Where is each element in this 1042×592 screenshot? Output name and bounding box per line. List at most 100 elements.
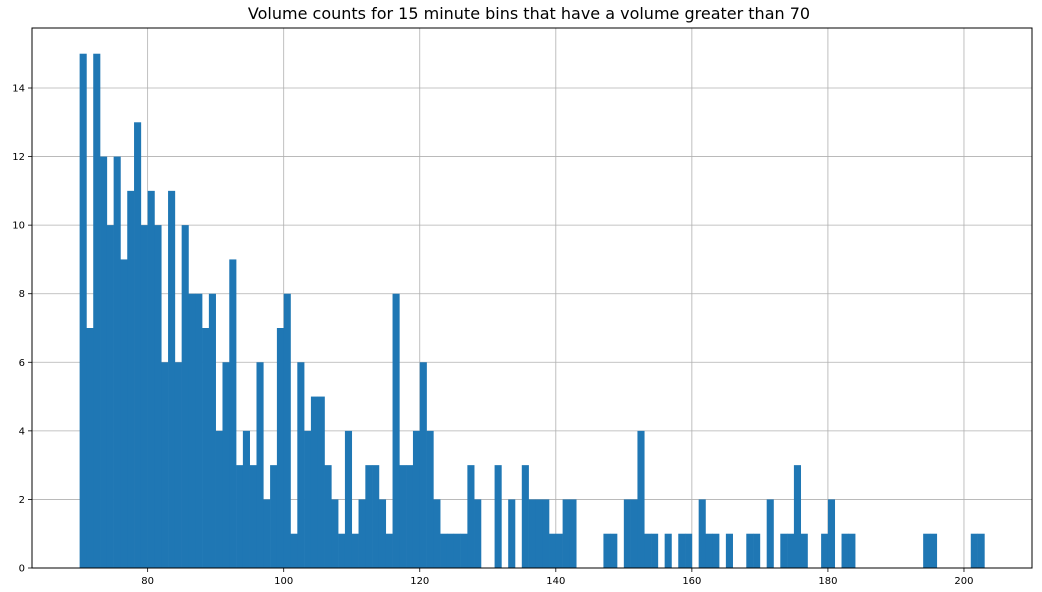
histogram-bar	[331, 499, 339, 568]
x-tick-label: 180	[818, 576, 837, 587]
histogram-bar	[630, 499, 638, 568]
x-tick-label: 80	[141, 576, 154, 587]
plot-frame	[31, 27, 1033, 569]
histogram-bar	[821, 533, 829, 568]
histogram-bar	[970, 533, 978, 568]
histogram-bar	[290, 533, 298, 568]
histogram-bar	[562, 499, 570, 568]
histogram-bars	[79, 53, 985, 569]
histogram-bar	[310, 396, 319, 568]
histogram-bar	[344, 430, 353, 568]
histogram-bar	[651, 533, 659, 568]
histogram-bar	[508, 499, 516, 568]
histogram-bar	[841, 533, 849, 568]
y-axis-ticks: 0 2 4 6 8 10 12 14	[12, 84, 32, 575]
histogram-bar	[678, 533, 686, 568]
histogram-bar	[637, 430, 645, 568]
histogram-bar	[766, 499, 774, 568]
histogram-bar	[113, 156, 121, 569]
histogram-bar	[725, 533, 733, 568]
histogram-bar	[603, 533, 611, 568]
histogram-bar	[460, 533, 468, 568]
y-tick-label: 10	[12, 221, 25, 232]
histogram-bar	[392, 293, 400, 568]
histogram-bar	[161, 362, 169, 568]
histogram-bar	[440, 533, 448, 568]
y-tick-label: 6	[19, 358, 25, 369]
histogram-bar	[787, 533, 795, 568]
histogram-bar	[215, 430, 223, 568]
histogram-bar	[467, 465, 475, 568]
histogram-bar	[236, 465, 244, 568]
histogram-bar	[521, 465, 529, 568]
histogram-bar	[188, 293, 196, 568]
x-tick-label: 100	[274, 576, 293, 587]
chart-title: Volume counts for 15 minute bins that ha…	[248, 4, 810, 23]
histogram-bar	[208, 293, 216, 568]
histogram-bar	[324, 465, 332, 568]
histogram-bar	[664, 533, 672, 568]
histogram-bar	[106, 225, 114, 568]
histogram-bar	[249, 465, 257, 568]
histogram-bar	[555, 533, 563, 568]
histogram-bar	[283, 293, 291, 568]
histogram-bar	[623, 499, 631, 568]
y-tick-label: 14	[12, 84, 25, 95]
y-tick-label: 2	[19, 495, 25, 506]
histogram-bar	[256, 362, 264, 568]
histogram-bar	[474, 499, 482, 568]
histogram-bar	[229, 259, 237, 568]
histogram-bar	[494, 465, 502, 568]
histogram-bar	[276, 328, 285, 568]
y-tick-label: 4	[19, 426, 25, 437]
histogram-bar	[406, 465, 414, 568]
histogram-bar	[154, 225, 162, 568]
histogram-bar	[317, 396, 325, 568]
histogram-bar	[446, 533, 455, 568]
histogram-bar	[644, 533, 652, 568]
histogram-bar	[351, 533, 359, 568]
histogram-bar	[120, 259, 128, 568]
y-tick-label: 0	[19, 564, 25, 575]
histogram-bar	[453, 533, 461, 568]
histogram-bar	[712, 533, 720, 568]
histogram-bar	[134, 122, 142, 569]
histogram-bar	[793, 465, 802, 568]
histogram-bar	[263, 499, 271, 568]
histogram-bar	[86, 328, 94, 568]
histogram-bar	[399, 465, 407, 568]
y-tick-label: 12	[12, 152, 25, 163]
histogram-bar	[780, 533, 788, 568]
histogram-bar	[297, 362, 305, 568]
y-tick-label: 8	[19, 289, 25, 300]
histogram-bar	[181, 225, 189, 568]
histogram-bar	[746, 533, 754, 568]
x-tick-label: 120	[410, 576, 429, 587]
histogram-bar	[358, 499, 366, 568]
histogram-bar	[140, 225, 148, 568]
histogram-bar	[549, 533, 557, 568]
histogram-bar	[542, 499, 550, 568]
histogram-bar	[535, 499, 543, 568]
histogram-bar	[222, 362, 230, 568]
histogram-bar	[385, 533, 393, 568]
histogram-bar	[93, 53, 101, 568]
x-tick-label: 140	[546, 576, 565, 587]
histogram-bar	[174, 362, 182, 568]
histogram-bar	[270, 465, 278, 568]
histogram-bar	[426, 430, 434, 568]
x-tick-label: 160	[682, 576, 701, 587]
histogram-bar	[698, 499, 706, 568]
histogram-bar	[977, 533, 985, 568]
histogram-bar	[419, 362, 427, 568]
histogram-bar	[378, 499, 387, 568]
histogram-bar	[168, 190, 176, 568]
histogram-bar	[365, 465, 373, 568]
histogram-bar	[372, 465, 380, 568]
histogram-bar	[100, 156, 108, 569]
histogram-bar	[79, 53, 87, 568]
histogram-bar	[705, 533, 713, 568]
histogram-bar	[610, 533, 618, 568]
histogram-bar	[433, 499, 441, 568]
histogram-bar	[242, 430, 250, 568]
